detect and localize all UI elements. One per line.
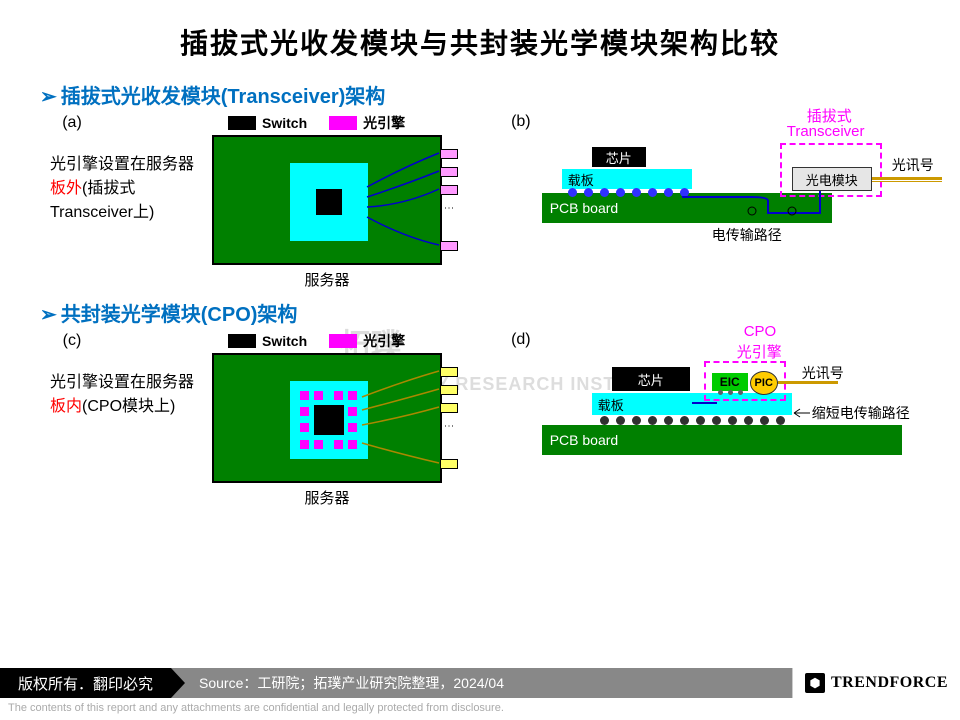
server-a-label: 服务器	[212, 269, 442, 290]
section2-header: ➢共封装光学模块(CPO)架构	[40, 298, 960, 327]
section1-desc: 光引擎设置在服务器板外(插拔式Transceiver上)	[50, 135, 200, 225]
legend-switch: Switch	[262, 115, 307, 131]
page-title: 插拔式光收发模块与共封装光学模块架构比较	[0, 0, 960, 72]
legend-switch2: Switch	[262, 333, 307, 349]
legend-engine2: 光引擎	[363, 331, 405, 351]
panel-c-label: (c)	[50, 332, 94, 350]
footer-source: Source：工研院；拓璞产业研究院整理，2024/04	[171, 668, 792, 698]
panel-b-label: (b)	[500, 113, 542, 131]
footer-brand: ⬢ TRENDFORCE	[792, 668, 960, 698]
diagram-b: 插拔式 Transceiver PCB board 载板 芯片	[542, 113, 940, 253]
diagram-d: CPO 光引擎 PCB board 载板 芯片 EIC PIC	[542, 331, 940, 471]
panel-a-label: (a)	[50, 114, 94, 132]
legend-engine: 光引擎	[363, 113, 405, 133]
panel-d-label: (d)	[500, 331, 542, 349]
server-a-diagram: ⋮	[212, 135, 442, 265]
footer: 版权所有．翻印必究 Source：工研院；拓璞产业研究院整理，2024/04 ⬢…	[0, 668, 960, 720]
server-c-label: 服务器	[212, 487, 442, 508]
footer-copyright: 版权所有．翻印必究	[0, 668, 171, 698]
footer-disclaimer: The contents of this report and any atta…	[0, 698, 960, 720]
server-c-diagram: ⋮	[212, 353, 442, 483]
section2-desc: 光引擎设置在服务器板内(CPO模块上)	[50, 353, 200, 419]
